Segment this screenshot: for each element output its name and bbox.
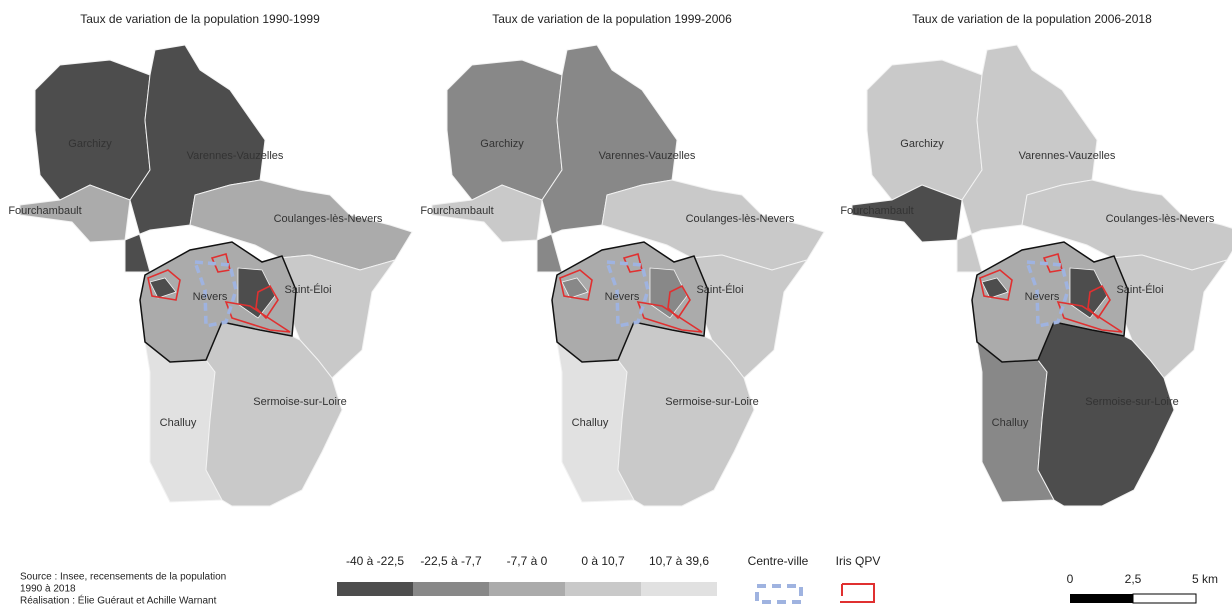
centre-ville-symbol xyxy=(755,584,803,604)
commune-area xyxy=(601,179,825,271)
scale-bar-light xyxy=(1132,593,1197,604)
legend-centre-ville: Centre-ville xyxy=(748,554,809,568)
scale-label: 2,5 xyxy=(1125,572,1142,586)
qpv-symbol xyxy=(840,583,875,603)
qpv-outline xyxy=(147,269,181,301)
commune-area xyxy=(34,59,151,201)
commune-label: Nevers xyxy=(193,291,228,303)
commune-label: Saint-Éloi xyxy=(696,283,743,296)
commune-label: Nevers xyxy=(1025,291,1060,303)
commune-label: Challuy xyxy=(160,417,197,429)
scale-bar-dark xyxy=(1070,594,1133,603)
qpv-outline xyxy=(636,300,703,333)
legend-swatch xyxy=(489,582,565,596)
commune-area xyxy=(205,321,343,507)
map-title: Taux de variation de la population 1999-… xyxy=(492,12,732,26)
legend-swatch xyxy=(413,582,489,596)
map-panel: Taux de variation de la population 1999-… xyxy=(420,12,825,507)
commune-label: Sermoise-sur-Loire xyxy=(665,396,759,408)
centre-ville-outline xyxy=(1024,260,1070,329)
source-line: 1990 à 2018 xyxy=(20,584,76,595)
commune-label: Fourchambault xyxy=(420,205,493,217)
nevers-outline xyxy=(551,241,709,363)
iris-area xyxy=(149,277,177,299)
qpv-outline xyxy=(667,284,691,320)
commune-label: Sermoise-sur-Loire xyxy=(253,396,347,408)
qpv-outline xyxy=(1087,284,1111,320)
source-line: Source : Insee, recensements de la popul… xyxy=(20,572,226,583)
map-title: Taux de variation de la population 2006-… xyxy=(912,12,1152,26)
legend-class-label: 0 à 10,7 xyxy=(581,554,625,568)
commune-area xyxy=(189,179,413,271)
qpv-outline xyxy=(559,269,593,301)
commune-label: Saint-Éloi xyxy=(1116,283,1163,296)
commune-area xyxy=(1021,179,1232,271)
centre-ville-outline xyxy=(192,260,238,329)
commune-area xyxy=(446,59,563,201)
scale-label: 5 km xyxy=(1192,572,1218,586)
commune-area xyxy=(866,59,983,201)
maps: Taux de variation de la population 1990-… xyxy=(8,12,1232,507)
scale-label: 0 xyxy=(1067,572,1074,586)
legend-class-label: -7,7 à 0 xyxy=(507,554,548,568)
commune-area xyxy=(19,184,131,243)
centre-ville-outline xyxy=(604,260,650,329)
commune-label: Challuy xyxy=(992,417,1029,429)
commune-area xyxy=(431,184,543,243)
iris-area xyxy=(561,277,589,299)
commune-label: Garchizy xyxy=(68,138,112,150)
map-title: Taux de variation de la population 1990-… xyxy=(80,12,320,26)
iris-area xyxy=(981,277,1009,299)
qpv-outline xyxy=(255,284,279,320)
commune-area xyxy=(617,321,755,507)
map-panel: Taux de variation de la population 2006-… xyxy=(840,12,1232,507)
commune-label: Varennes-Vauzelles xyxy=(1019,150,1116,162)
commune-label: Varennes-Vauzelles xyxy=(599,150,696,162)
commune-label: Garchizy xyxy=(900,138,944,150)
commune-label: Saint-Éloi xyxy=(284,283,331,296)
legend-qpv: Iris QPV xyxy=(836,554,881,568)
commune-label: Coulanges-lès-Nevers xyxy=(274,213,383,225)
qpv-outline xyxy=(979,269,1013,301)
legend-swatch xyxy=(641,582,717,596)
commune-area xyxy=(851,184,963,243)
commune-label: Fourchambault xyxy=(840,205,913,217)
commune-label: Varennes-Vauzelles xyxy=(187,150,284,162)
commune-label: Fourchambault xyxy=(8,205,81,217)
map-panel: Taux de variation de la population 1990-… xyxy=(8,12,413,507)
legend-class-label: 10,7 à 39,6 xyxy=(649,554,709,568)
legend-class-label: -40 à -22,5 xyxy=(346,554,404,568)
qpv-outline xyxy=(1056,300,1123,333)
commune-label: Sermoise-sur-Loire xyxy=(1085,396,1179,408)
commune-label: Challuy xyxy=(572,417,609,429)
legend-swatch xyxy=(337,582,413,596)
nevers-outline xyxy=(139,241,297,363)
source-line: Réalisation : Élie Guéraut et Achille Wa… xyxy=(20,594,217,607)
nevers-outline xyxy=(971,241,1129,363)
legend-class-label: -22,5 à -7,7 xyxy=(420,554,482,568)
qpv-outline xyxy=(224,300,291,333)
commune-label: Coulanges-lès-Nevers xyxy=(1106,213,1215,225)
commune-area xyxy=(1037,321,1175,507)
commune-label: Coulanges-lès-Nevers xyxy=(686,213,795,225)
legend: Centre-ville Iris QPV Source : Insee, re… xyxy=(20,554,1218,606)
legend-swatch xyxy=(565,582,641,596)
commune-label: Garchizy xyxy=(480,138,524,150)
commune-label: Nevers xyxy=(605,291,640,303)
